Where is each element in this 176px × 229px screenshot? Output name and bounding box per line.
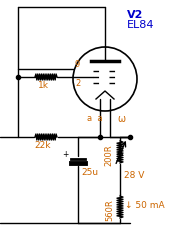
Text: +: + — [63, 149, 69, 158]
Text: 25u: 25u — [81, 167, 98, 176]
Text: ω: ω — [117, 114, 125, 123]
Text: 200R: 200R — [104, 144, 113, 165]
Text: a  a: a a — [87, 114, 103, 123]
Text: 560R: 560R — [105, 198, 114, 220]
Text: 28 V: 28 V — [124, 170, 144, 179]
Text: ↓ 50 mA: ↓ 50 mA — [125, 201, 165, 210]
Text: V2: V2 — [127, 10, 143, 20]
Text: 22k: 22k — [34, 140, 51, 149]
Text: EL84: EL84 — [127, 20, 155, 30]
Text: 9: 9 — [75, 60, 80, 69]
Text: 1k: 1k — [38, 81, 49, 90]
Text: 2: 2 — [75, 79, 80, 88]
